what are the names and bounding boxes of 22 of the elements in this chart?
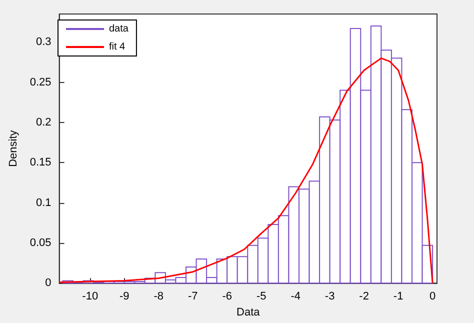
- x-tick-label: -2: [359, 290, 369, 303]
- x-tick-label: 0: [429, 290, 436, 303]
- x-tick-label: -1: [393, 290, 404, 303]
- x-tick-label: -9: [119, 290, 130, 303]
- x-axis-title: Data: [236, 306, 261, 318]
- x-tick-label: -10: [82, 290, 98, 303]
- x-tick-label: -7: [188, 290, 198, 303]
- y-tick-label: 0: [45, 277, 52, 290]
- x-tick-label: -8: [154, 290, 164, 303]
- y-tick-label: 0.2: [36, 116, 52, 128]
- x-tick-label: -4: [290, 290, 300, 303]
- y-axis-title: Density: [8, 130, 20, 167]
- x-tick-label: -6: [222, 290, 232, 303]
- legend-label: data: [109, 24, 129, 34]
- y-tick-label: 0.25: [30, 76, 52, 88]
- y-tick-label: 0.15: [30, 156, 52, 169]
- x-tick-label: -5: [256, 290, 266, 303]
- legend-label: fit 4: [109, 42, 126, 52]
- y-tick-label: 0.05: [30, 236, 52, 249]
- x-tick-label: -3: [324, 290, 335, 303]
- y-tick-label: 0.1: [36, 196, 52, 209]
- y-tick-label: 0.3: [36, 36, 52, 48]
